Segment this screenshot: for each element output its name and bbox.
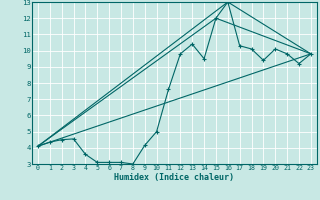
X-axis label: Humidex (Indice chaleur): Humidex (Indice chaleur) [115,173,234,182]
